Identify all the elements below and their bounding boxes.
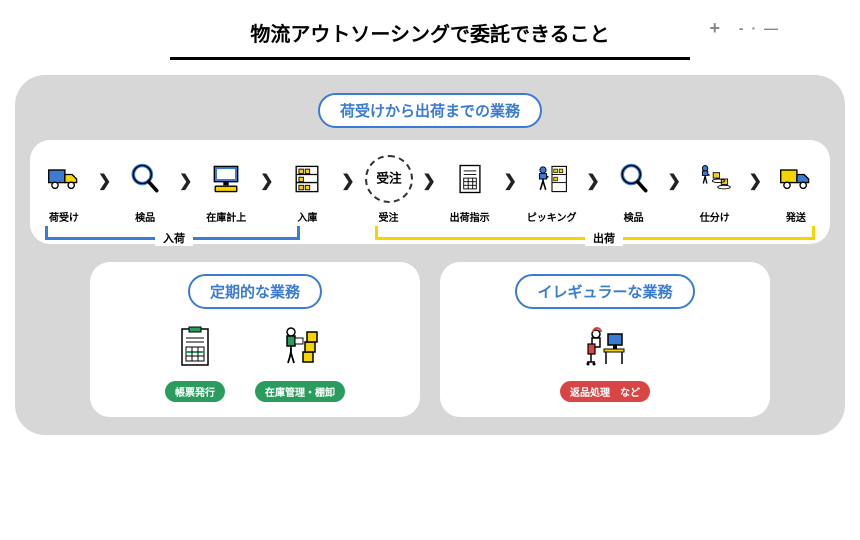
arrow-icon: ❯ [586,171,599,191]
step-label: 出荷指示 [450,209,490,224]
flow-step: 入庫 [283,155,331,224]
arrow-icon: ❯ [260,171,273,191]
step-label: 入庫 [297,209,317,224]
section2-box: 定期的な業務 帳票発行 在庫管理・棚卸 [90,262,420,417]
arrow-icon: ❯ [749,171,762,191]
truck-out-icon [772,155,820,203]
inventory-icon [272,319,328,375]
arrow-icon: ❯ [667,171,680,191]
step-label: 仕分け [700,209,730,224]
deco-dash: - · — [739,20,780,36]
flow-step: 受注受注 [365,155,413,224]
document-icon [446,155,494,203]
box-item: 返品処理 など [560,319,650,402]
item-pill: 帳票発行 [165,381,225,402]
picking-icon [528,155,576,203]
bracket-out-label: 出荷 [585,230,623,246]
flow-step: 在庫計上 [202,155,250,224]
section3-tag: イレギュラーな業務 [515,274,694,309]
section3-box: イレギュラーな業務 返品処理 など [440,262,770,417]
box-item: 帳票発行 [165,319,225,402]
deco-plus: + [709,18,720,39]
sorting-icon [691,155,739,203]
flow-step: 検品 [121,155,169,224]
arrow-icon: ❯ [179,171,192,191]
form-icon [167,319,223,375]
flow-step: 発送 [772,155,820,224]
main-panel: 荷受けから出荷までの業務 荷受け❯検品❯在庫計上❯入庫❯受注受注❯出荷指示❯ピッ… [15,75,845,435]
arrow-icon: ❯ [503,171,516,191]
arrow-icon: ❯ [341,171,354,191]
page-title: 物流アウトソーシングで委託できること + - · — [170,10,690,60]
desk-icon [577,319,633,375]
flow-step: 仕分け [691,155,739,224]
flow-step: 検品 [610,155,658,224]
shelf-icon [283,155,331,203]
order-icon: 受注 [365,155,413,203]
magnifier-icon [610,155,658,203]
step-label: 発送 [786,209,806,224]
truck-icon [40,155,88,203]
flow-container: 荷受け❯検品❯在庫計上❯入庫❯受注受注❯出荷指示❯ピッキング❯検品❯仕分け❯発送… [30,140,830,244]
step-label: 受注 [379,209,399,224]
svg-text:受注: 受注 [376,171,402,186]
step-label: 検品 [135,209,155,224]
flow-step: 荷受け [40,155,88,224]
box-item: 在庫管理・棚卸 [255,319,345,402]
arrow-icon: ❯ [98,171,111,191]
computer-icon [202,155,250,203]
title-text: 物流アウトソーシングで委託できること [250,24,609,46]
arrow-icon: ❯ [422,171,435,191]
step-label: 荷受け [49,209,79,224]
step-label: 検品 [624,209,644,224]
magnifier-icon [121,155,169,203]
step-label: ピッキング [527,209,577,224]
bracket-in-label: 入荷 [155,230,193,246]
item-pill: 返品処理 など [560,381,650,402]
flow-step: 出荷指示 [446,155,494,224]
section2-tag: 定期的な業務 [188,274,322,309]
item-pill: 在庫管理・棚卸 [255,381,345,402]
flow-step: ピッキング [527,155,577,224]
step-label: 在庫計上 [206,209,246,224]
section1-tag: 荷受けから出荷までの業務 [318,93,542,128]
